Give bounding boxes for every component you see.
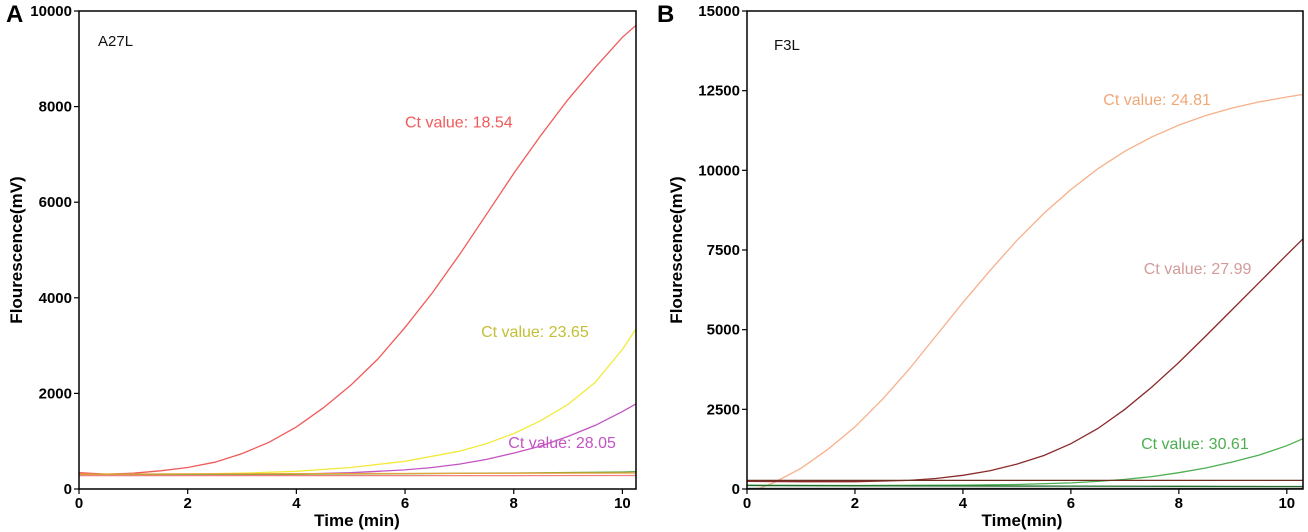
panel-a-annotations: Ct value: 18.54 Ct value: 23.65 Ct value: …	[405, 115, 616, 452]
panel-b-series-salmon-line	[757, 93, 1304, 490]
panel-a-ct-annotation: Ct value: 23.65	[481, 324, 589, 341]
panel-b-annotations: Ct value: 24.81 Ct value: 27.99 Ct value: …	[1103, 92, 1251, 453]
panel-a-x-tick-label: 8	[510, 495, 518, 512]
panel-a-plot-frame	[78, 10, 637, 490]
panel-a-letter: A	[6, 1, 23, 28]
panel-a-x-tick-label: 2	[184, 495, 192, 512]
panel-a-series-orange-line	[78, 472, 636, 475]
panel-a-series	[78, 24, 637, 477]
panel-a-series-yellow-line	[79, 328, 637, 476]
panel-b-y-tick-label: 2500	[707, 401, 740, 418]
panel-b-x-tick-label: 4	[959, 495, 968, 512]
panel-b-ct-annotation: Ct value: 30.61	[1141, 436, 1249, 453]
panel-b-series	[746, 93, 1304, 490]
panel-a-x-tick-label: 0	[75, 495, 83, 512]
panel-a-y-tick-label: 2000	[39, 385, 72, 402]
panel-b-y-axis-label: Flourescence(mV)	[667, 176, 686, 323]
panel-b-y-tick-label: 12500	[698, 83, 740, 100]
panel-b-x-tick-label: 0	[743, 495, 751, 512]
panel-a-y-tick-label: 6000	[39, 194, 72, 211]
panel-a-y-tick-label: 8000	[39, 99, 72, 116]
panel-a-y-tick-label: 0	[64, 481, 72, 498]
panel-a-ct-annotation: Ct value: 18.54	[405, 115, 513, 132]
panel-b-y-tick-label: 15000	[698, 3, 740, 20]
panel-a-x-tick-label: 4	[292, 495, 301, 512]
panel-a-y-axis-label: Flourescence(mV)	[7, 176, 26, 323]
panel-a-ct-annotation: Ct value: 28.05	[508, 435, 616, 452]
panel-b-y-tick-label: 10000	[698, 162, 740, 179]
panel-b-x-tick-label: 10	[1278, 495, 1295, 512]
panel-a-x-tick-label: 10	[614, 495, 631, 512]
panel-b-x-tick-label: 8	[1175, 495, 1183, 512]
panel-b-y-ticks: 0 2500 5000 7500 10000 12500 15000	[698, 3, 747, 498]
panel-b-x-tick-label: 6	[1067, 495, 1075, 512]
panel-b-ct-annotation: Ct value: 27.99	[1144, 261, 1252, 278]
panel-a-y-tick-label: 10000	[30, 3, 72, 20]
panel-b-plot-frame	[746, 10, 1304, 490]
panel-b-y-tick-label: 7500	[707, 242, 740, 259]
panel-b-series-green-line	[746, 438, 1304, 487]
panel-b-x-tick-label: 2	[851, 495, 859, 512]
panel-b-target-label: F3L	[774, 37, 800, 54]
panel-b-y-tick-label: 0	[732, 481, 740, 498]
panel-a-x-tick-label: 6	[401, 495, 409, 512]
panel-a-target-label: A27L	[98, 33, 133, 50]
panel-a-x-axis-label: Time (min)	[314, 511, 400, 530]
panel-a-x-ticks: 0 2 4 6 8 10	[75, 489, 631, 512]
panel-b-y-tick-label: 5000	[707, 322, 740, 339]
panel-b-ct-annotation: Ct value: 24.81	[1103, 92, 1211, 109]
panel-a-y-ticks: 0 2000 4000 6000 8000 10000	[30, 3, 79, 498]
panel-b-x-axis-label: Time(min)	[982, 511, 1063, 530]
panel-b-letter: B	[657, 1, 674, 28]
panel-b-series-dark-green-flat-line	[746, 484, 1303, 488]
panel-a-series-red-line	[78, 24, 637, 475]
panel-a-y-tick-label: 4000	[39, 290, 72, 307]
panel-b-x-ticks: 0 2 4 6 8 10	[743, 489, 1295, 512]
